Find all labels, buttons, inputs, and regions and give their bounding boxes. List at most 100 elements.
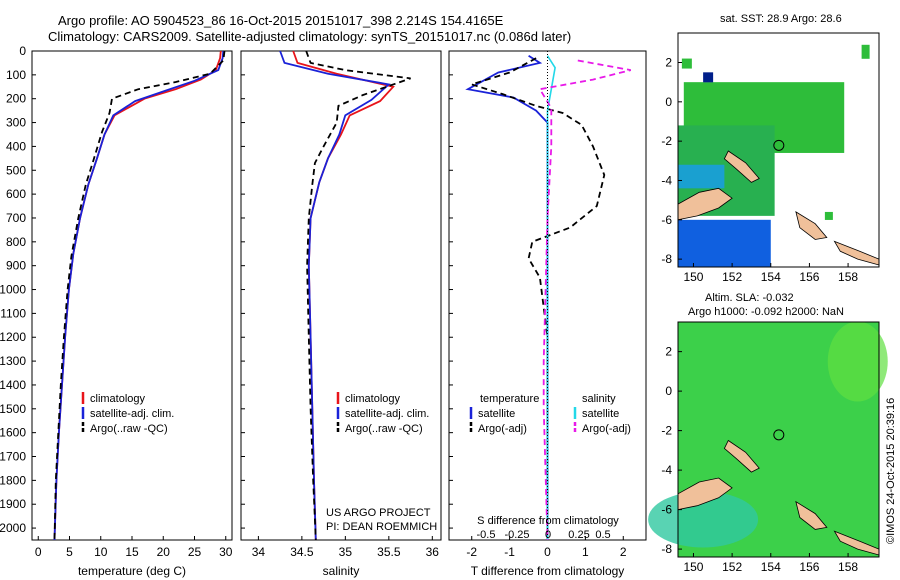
legend-label: Argo(..raw -QC) (90, 423, 168, 435)
sst-field (678, 219, 771, 267)
project-label: US ARGO PROJECT (326, 507, 431, 519)
y-tick-label: 1800 (0, 473, 26, 487)
series-line-temperature-0 (53, 50, 222, 541)
y-tick-label: 400 (6, 139, 26, 153)
legend-label: climatology (345, 393, 401, 405)
sla-map-subtitle: Argo h1000: -0.092 h2000: NaN (688, 306, 844, 318)
sst-field (678, 164, 725, 189)
y-tick-label: 1900 (0, 497, 26, 511)
x-tick-label: 1 (582, 545, 589, 559)
secondary-tick-label: 0 (545, 529, 551, 541)
chart-title-line1: Argo profile: AO 5904523_86 16-Oct-2015 … (58, 13, 504, 28)
map-sla_map (648, 321, 888, 558)
y-tick-label: 1100 (0, 306, 26, 320)
map-y-tick-label: -6 (661, 213, 672, 227)
series-line-difference-0 (465, 55, 549, 540)
map-y-tick-label: 0 (665, 95, 672, 109)
x-tick-label: 15 (125, 545, 139, 559)
series-line-difference-2 (546, 55, 556, 540)
legend-title: temperature (480, 393, 539, 405)
series-line-difference-1 (468, 57, 606, 540)
sst-map-title: sat. SST: 28.9 Argo: 28.6 (720, 13, 842, 25)
map-y-tick-label: -2 (661, 424, 672, 438)
y-tick-label: 100 (6, 68, 26, 82)
map-y-tick-label: -4 (661, 173, 672, 187)
x-tick-label: -1 (504, 545, 515, 559)
legend-label: climatology (90, 393, 146, 405)
legend-label: satellite-adj. clim. (345, 408, 429, 420)
y-tick-label: 1600 (0, 426, 26, 440)
map-x-tick-label: 152 (722, 270, 742, 284)
y-tick-label: 0 (19, 44, 26, 58)
land-mass (723, 439, 760, 473)
map-x-tick-label: 150 (683, 270, 703, 284)
map-x-tick-label: 154 (761, 560, 781, 574)
map-x-tick-label: 158 (838, 270, 858, 284)
legend-label: satellite (582, 408, 619, 420)
sst-cell (681, 58, 692, 69)
map-frame (677, 32, 880, 268)
map-x-tick-label: 158 (838, 560, 858, 574)
map-y-tick-label: -6 (661, 503, 672, 517)
y-tick-label: 300 (6, 116, 26, 130)
secondary-tick-label: -0.25 (504, 529, 529, 541)
sst-cell (703, 72, 714, 83)
sst-cell (824, 211, 833, 220)
y-tick-label: 1000 (0, 283, 26, 297)
y-tick-label: 1200 (0, 330, 26, 344)
series-line-difference-3 (538, 59, 632, 541)
plot-frame-temperature (31, 50, 233, 541)
map-x-tick-label: 154 (761, 270, 781, 284)
y-tick-label: 1500 (0, 402, 26, 416)
secondary-tick-label: -0.5 (477, 529, 496, 541)
map-y-tick-label: 2 (665, 345, 672, 359)
secondary-axis-label: S difference from climatology (477, 515, 619, 527)
map-y-tick-label: 2 (665, 55, 672, 69)
pi-label: PI: DEAN ROEMMICH (326, 521, 437, 533)
map-x-tick-label: 152 (722, 560, 742, 574)
plot-frame-salinity (240, 50, 442, 541)
x-tick-label: 34 (252, 545, 266, 559)
map-y-tick-label: -8 (661, 252, 672, 266)
map-y-tick-label: -8 (661, 542, 672, 556)
map-sst_map (677, 32, 880, 268)
land-mass (677, 187, 733, 221)
sla-map-title: Altim. SLA: -0.032 (705, 292, 794, 304)
argo-location-marker (773, 139, 785, 151)
secondary-tick-label: 0.25 (568, 529, 589, 541)
y-tick-label: 1400 (0, 378, 26, 392)
legend-label: satellite-adj. clim. (90, 408, 174, 420)
x-tick-label: 5 (66, 545, 73, 559)
series-line-temperature-2 (53, 50, 226, 541)
x-axis-label: salinity (323, 564, 360, 578)
map-frame (677, 321, 880, 558)
x-axis-label: T difference from climatology (471, 564, 625, 578)
x-tick-label: 30 (219, 545, 233, 559)
land-mass (795, 500, 828, 530)
sla-anomaly (827, 321, 888, 402)
series-line-salinity-1 (279, 50, 391, 541)
legend-label: satellite (478, 408, 515, 420)
map-y-tick-label: -4 (661, 463, 672, 477)
map-x-tick-label: 156 (799, 270, 819, 284)
chart-title-line2: Climatology: CARS2009. Satellite-adjuste… (48, 29, 572, 44)
land-mass (677, 477, 733, 511)
x-tick-label: 35 (339, 545, 353, 559)
secondary-tick-label: 0.5 (595, 529, 610, 541)
x-tick-label: 2 (620, 545, 627, 559)
sst-cell (821, 86, 831, 96)
series-line-temperature-1 (53, 50, 225, 541)
y-tick-label: 2000 (0, 521, 26, 535)
x-tick-label: 10 (94, 545, 108, 559)
x-tick-label: 25 (188, 545, 202, 559)
x-tick-label: 0 (544, 545, 551, 559)
y-tick-label: 600 (6, 187, 26, 201)
copyright-label: ©IMOS 24-Oct-2015 20:39:16 (885, 397, 897, 544)
land-mass (795, 211, 828, 240)
y-tick-label: 500 (6, 163, 26, 177)
y-tick-label: 1700 (0, 450, 26, 464)
y-tick-label: 800 (6, 235, 26, 249)
map-y-tick-label: 0 (665, 384, 672, 398)
sst-cell (861, 44, 870, 59)
